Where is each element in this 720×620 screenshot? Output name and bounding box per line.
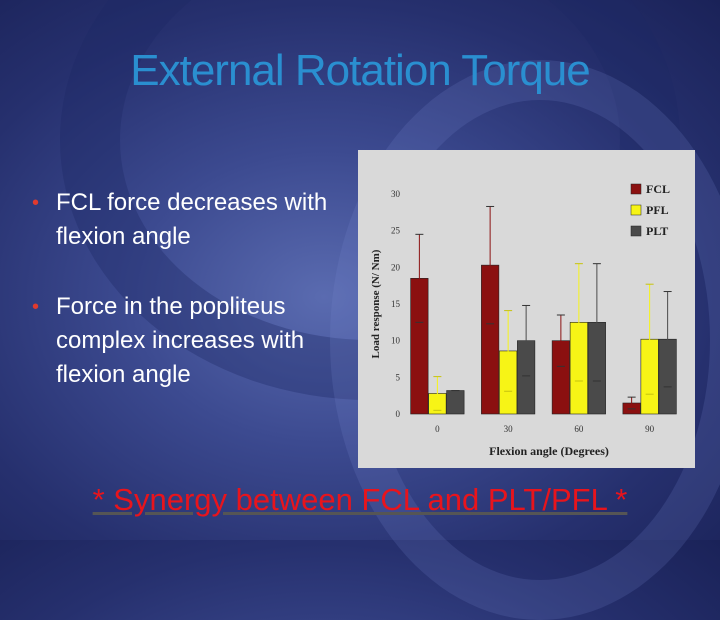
x-axis-label: Flexion angle (Degrees): [489, 444, 609, 458]
y-tick-label: 25: [391, 226, 401, 236]
bullet-text: FCL force decreases with flexion angle: [56, 189, 328, 250]
chart-panel: 0 5 10 15 20 25 30 Load response (N/ Nm) 0 30 60 90…: [358, 150, 695, 468]
x-tick-label: 0: [435, 424, 440, 434]
legend-swatch: [630, 225, 642, 237]
slide-title: External Rotation Torque: [130, 46, 590, 95]
legend-swatch: [630, 204, 642, 216]
y-tick-label: 20: [391, 262, 401, 272]
x-tick-label: 30: [504, 424, 514, 434]
x-tick-label: 60: [574, 424, 584, 434]
y-tick-label: 15: [391, 299, 401, 309]
bar-plt: [446, 390, 465, 415]
y-axis-label: Load response (N/ Nm): [370, 249, 382, 358]
y-tick-label: 10: [391, 336, 401, 346]
legend-label: PLT: [646, 224, 668, 238]
legend-label: FCL: [646, 182, 670, 196]
footer-note: * Synergy between FCL and PLT/PFL *: [92, 482, 628, 517]
y-tick-label: 0: [396, 409, 401, 419]
bullet-dot-icon: •: [32, 296, 40, 318]
y-tick-label: 5: [396, 372, 401, 382]
bar-chart: 0 5 10 15 20 25 30 Load response (N/ Nm) 0 30 60 90…: [370, 182, 677, 458]
bullet-text: Force in the popliteus complex increases…: [56, 293, 305, 388]
x-tick-label: 90: [645, 424, 655, 434]
y-tick-label: 30: [391, 189, 401, 199]
bullet-dot-icon: •: [32, 192, 40, 214]
legend-label: PFL: [646, 203, 669, 217]
bullet-list: • FCL force decreases with flexion angle…: [30, 186, 350, 428]
bullet-item: • Force in the popliteus complex increas…: [30, 290, 350, 392]
bullet-item: • FCL force decreases with flexion angle: [30, 186, 350, 254]
legend-swatch: [630, 183, 642, 195]
